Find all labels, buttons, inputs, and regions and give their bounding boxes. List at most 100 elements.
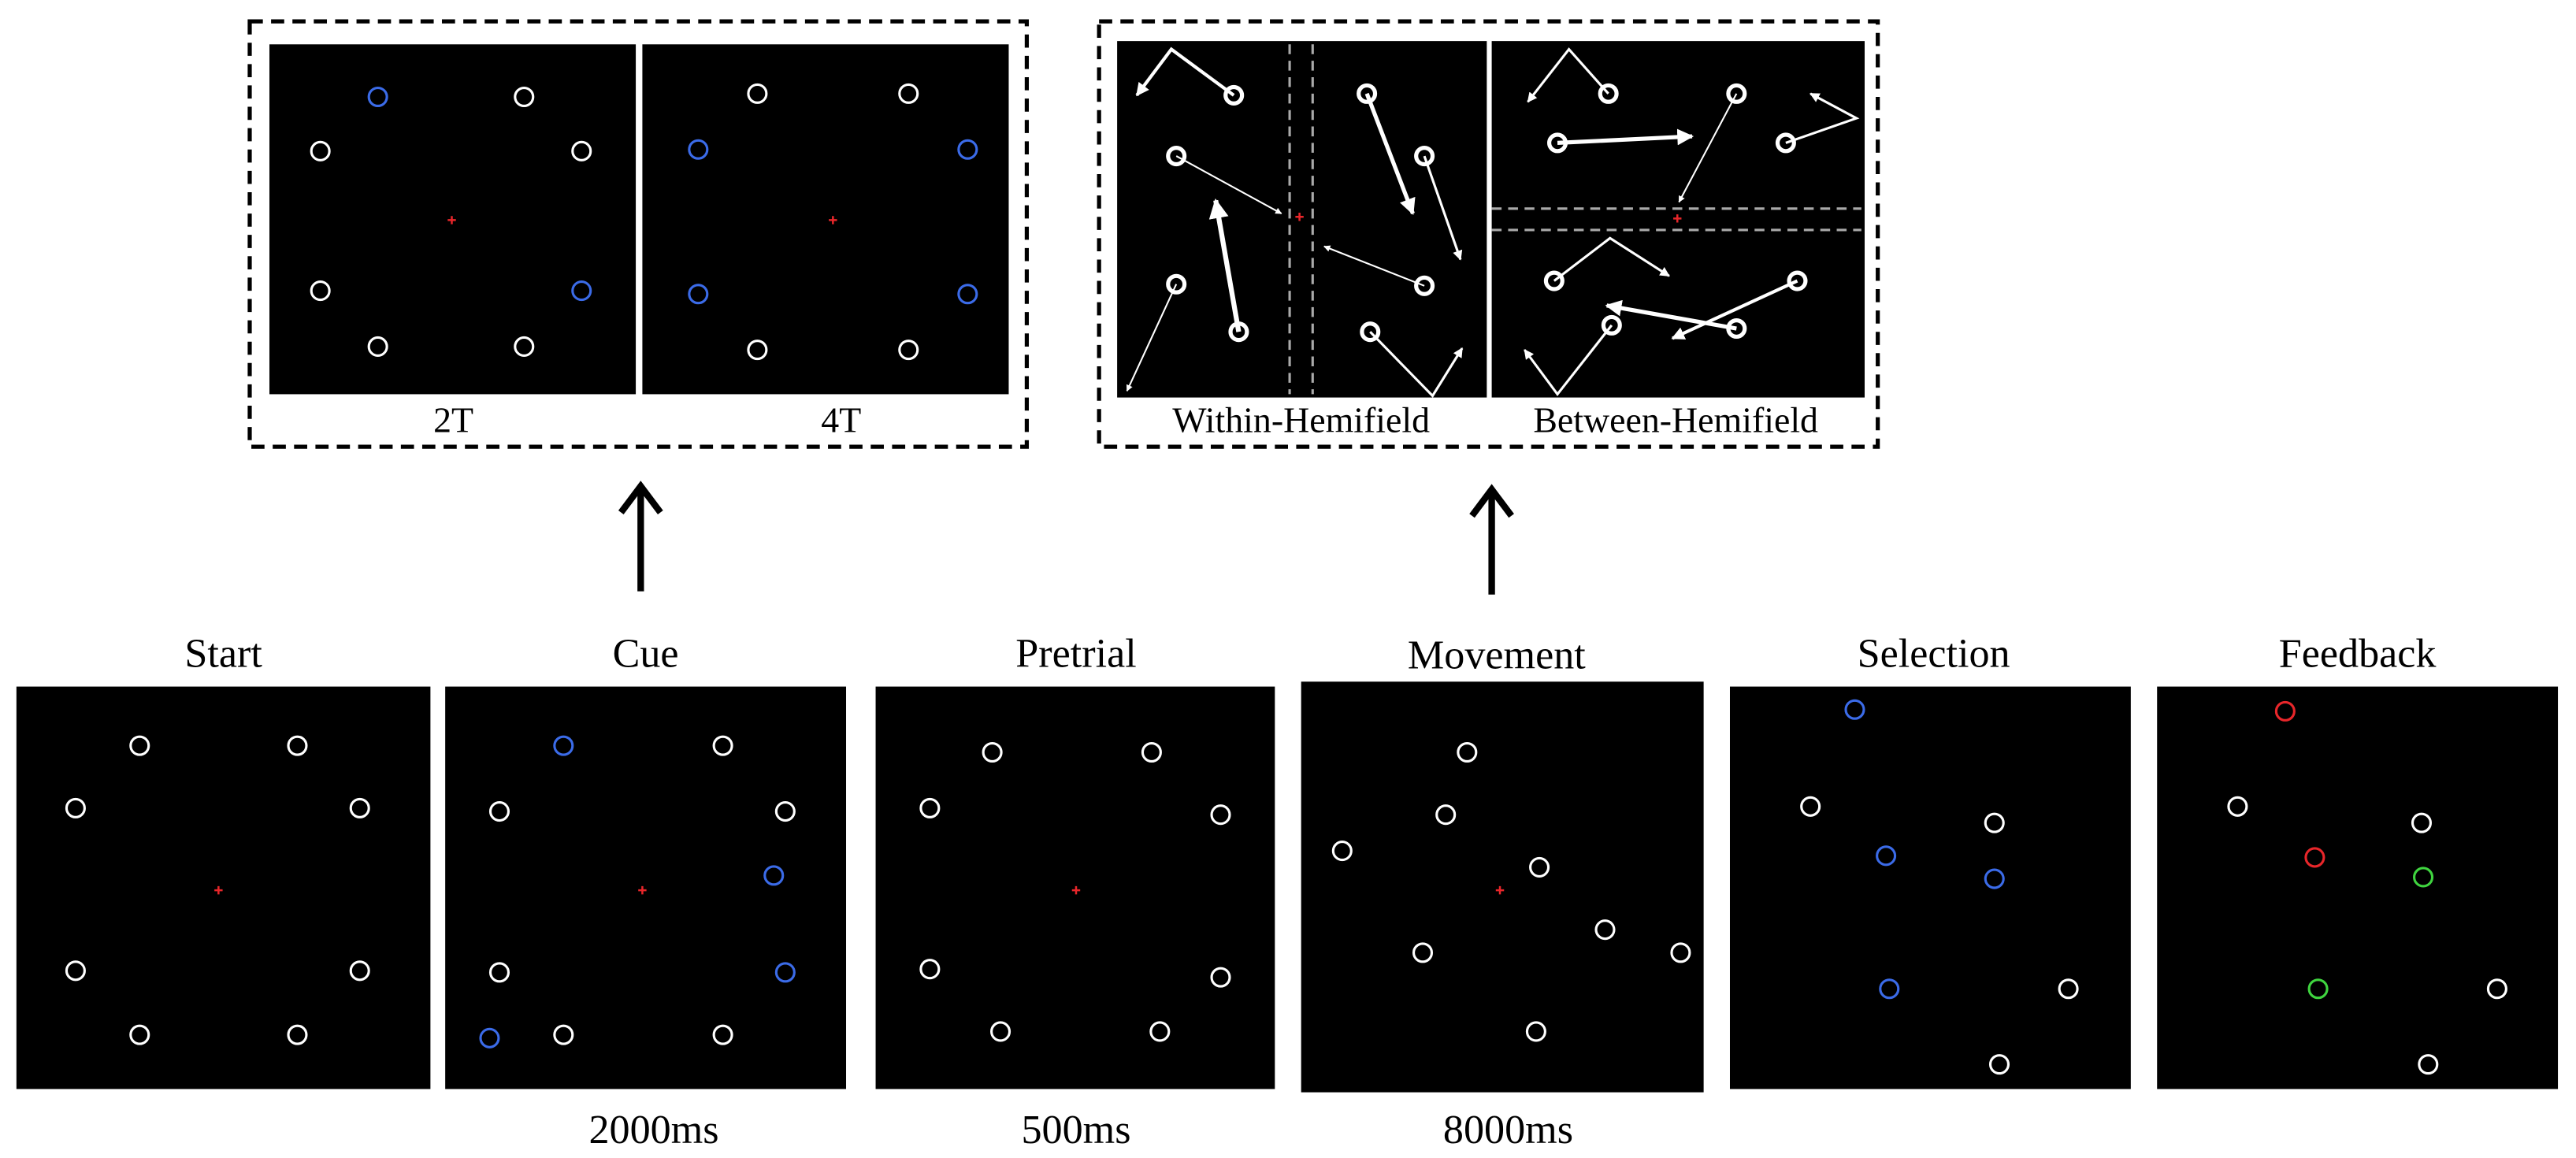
- motion-arrow: [1527, 47, 1609, 103]
- stage-title: Start: [184, 632, 262, 677]
- object: [1543, 270, 1565, 291]
- object: [1223, 84, 1245, 106]
- object: [571, 280, 592, 302]
- object: [2413, 867, 2434, 888]
- fixation: [1495, 885, 1505, 895]
- object: [1775, 132, 1796, 154]
- panel: [642, 44, 1009, 395]
- object: [1601, 314, 1622, 336]
- panel: [1301, 681, 1704, 1093]
- object: [1529, 856, 1550, 878]
- object: [957, 139, 978, 160]
- object: [367, 86, 388, 108]
- fixation: [214, 885, 223, 895]
- inset-label: 2T: [433, 399, 473, 440]
- panel: [1117, 41, 1487, 398]
- object: [514, 336, 535, 357]
- motion-arrow: [1605, 299, 1737, 331]
- motion-arrow: [1135, 46, 1235, 97]
- panel: [16, 686, 431, 1089]
- inset-label: Within-Hemifield: [1172, 399, 1430, 440]
- fixation: [1673, 214, 1682, 223]
- object: [763, 865, 785, 886]
- up-arrows: [618, 481, 1514, 595]
- object: [1726, 83, 1747, 104]
- fixation: [447, 216, 456, 225]
- object: [1435, 804, 1457, 826]
- object: [898, 340, 919, 361]
- object: [1360, 321, 1381, 343]
- object: [553, 735, 574, 756]
- stage-duration: 8000ms: [1443, 1108, 1573, 1152]
- panel: [1729, 686, 2131, 1089]
- object: [1726, 317, 1747, 340]
- object: [2274, 700, 2296, 722]
- object: [65, 797, 86, 818]
- motion-arrow: [1126, 284, 1178, 392]
- object: [2058, 978, 2079, 1000]
- object: [479, 1027, 500, 1049]
- motion-arrow: [1524, 324, 1613, 397]
- motion-arrow: [1323, 245, 1425, 287]
- motion-arrow: [1553, 236, 1670, 282]
- object: [488, 962, 510, 983]
- motion-arrow: [1557, 128, 1694, 146]
- object: [287, 1024, 308, 1045]
- motion-arrow: [1423, 155, 1463, 261]
- panel: [2157, 686, 2559, 1089]
- object: [2411, 812, 2433, 833]
- object: [1414, 275, 1435, 296]
- cue-inset-frame: [247, 19, 1030, 449]
- stage-title: Movement: [1408, 633, 1586, 678]
- object: [1166, 273, 1187, 295]
- layer: [16, 41, 2559, 1093]
- object: [287, 735, 308, 756]
- fixation: [1071, 885, 1081, 895]
- object: [747, 340, 768, 361]
- object: [2304, 847, 2325, 868]
- object: [982, 741, 1003, 763]
- object: [688, 139, 709, 160]
- fixation: [829, 216, 837, 225]
- object: [1457, 741, 1478, 763]
- object: [1844, 699, 1865, 720]
- object: [349, 797, 370, 818]
- stage-duration: 500ms: [1021, 1108, 1130, 1152]
- object: [1879, 978, 1900, 1000]
- object: [488, 801, 510, 822]
- object: [1357, 83, 1378, 104]
- object: [129, 735, 150, 756]
- motion-arrow: [1208, 198, 1242, 332]
- object: [1166, 146, 1187, 167]
- object: [571, 140, 592, 161]
- motion-arrow: [1369, 331, 1464, 399]
- motion-arrow: [1678, 93, 1738, 203]
- motion-arrow: [1364, 92, 1416, 216]
- stage-title: Feedback: [2279, 632, 2437, 677]
- object: [1787, 270, 1808, 291]
- object: [1984, 868, 2005, 889]
- object: [2486, 978, 2507, 1000]
- fixation: [638, 885, 647, 895]
- object: [1414, 146, 1435, 167]
- object: [1141, 741, 1162, 763]
- object: [2418, 1054, 2439, 1075]
- object: [1988, 1054, 2010, 1075]
- panel: [445, 686, 847, 1089]
- object: [1594, 919, 1616, 941]
- object: [1598, 83, 1619, 104]
- stage-title: Cue: [613, 632, 679, 677]
- object: [712, 735, 733, 756]
- object: [990, 1021, 1011, 1042]
- movement-inset-frame: [1097, 19, 1880, 449]
- object: [1525, 1021, 1546, 1042]
- object: [65, 960, 86, 982]
- motion-arrow: [1785, 92, 1860, 144]
- object: [712, 1024, 733, 1045]
- object: [310, 280, 331, 302]
- object: [129, 1024, 150, 1045]
- object: [367, 336, 388, 357]
- object: [1670, 942, 1691, 963]
- fixation: [1295, 213, 1304, 221]
- object: [957, 284, 978, 305]
